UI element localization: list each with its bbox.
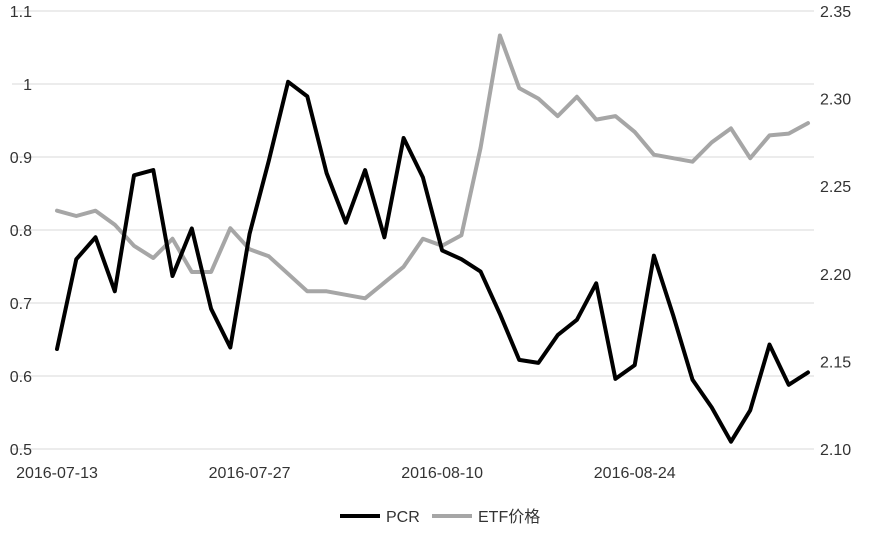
right-tick-label: 2.20 (820, 267, 851, 284)
right-axis-ticks: 2.10 2.15 2.20 2.25 2.30 2.35 (820, 4, 851, 459)
x-tick-label: 2016-07-13 (16, 465, 98, 482)
right-tick-label: 2.15 (820, 354, 851, 371)
left-tick-label: 1.1 (10, 4, 32, 21)
x-axis-ticks: 2016-07-13 2016-07-27 2016-08-10 2016-08-24 (16, 465, 676, 482)
series-line-pcr (55, 79, 810, 444)
left-tick-label: 0.5 (10, 442, 32, 459)
x-tick-label: 2016-07-27 (209, 465, 291, 482)
x-tick-label: 2016-08-24 (594, 465, 676, 482)
x-tick-label: 2016-08-10 (401, 465, 483, 482)
right-tick-label: 2.25 (820, 179, 851, 196)
legend-label-pcr: PCR (386, 509, 420, 526)
legend-label-etf: ETF价格 (478, 508, 540, 526)
right-tick-label: 2.10 (820, 442, 851, 459)
left-tick-label: 1 (23, 77, 32, 94)
left-axis-ticks: 0.5 0.6 0.7 0.8 0.9 1 1.1 (10, 4, 32, 459)
right-tick-label: 2.35 (820, 4, 851, 21)
legend: PCR ETF价格 (340, 508, 540, 526)
left-tick-label: 0.6 (10, 369, 32, 386)
left-tick-label: 0.9 (10, 150, 32, 167)
right-tick-label: 2.30 (820, 92, 851, 109)
left-tick-label: 0.8 (10, 223, 32, 240)
series-lines (55, 33, 810, 444)
left-tick-label: 0.7 (10, 296, 32, 313)
